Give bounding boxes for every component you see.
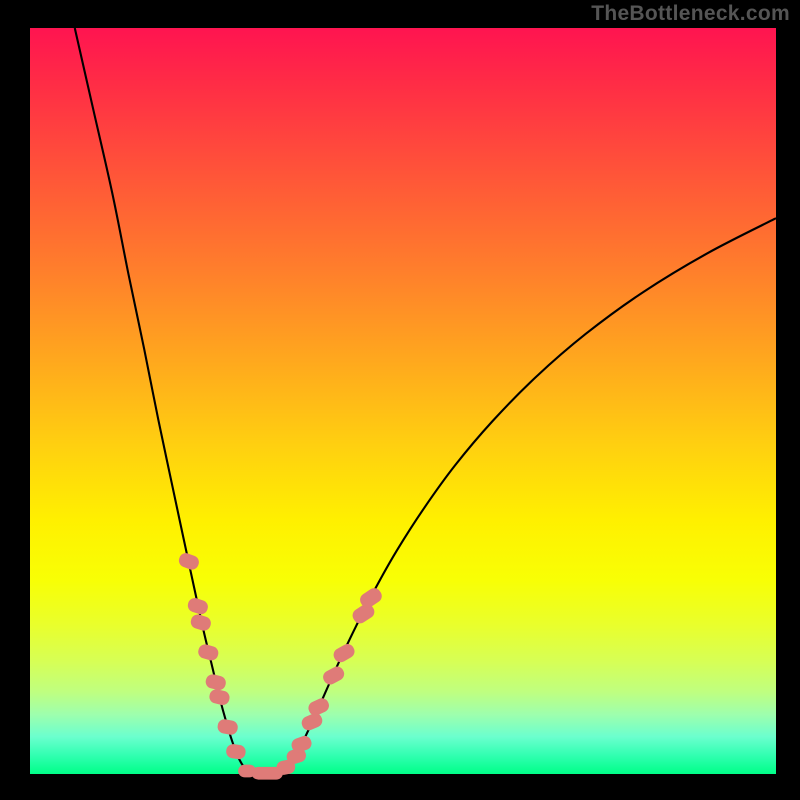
marker-group-bottom [238,765,283,780]
data-marker [216,718,238,736]
attribution-text: TheBottleneck.com [591,2,790,26]
data-marker [189,613,212,632]
data-marker [225,743,246,760]
left-curve [75,28,254,773]
data-marker [186,596,210,616]
data-marker [306,696,331,718]
data-marker [204,673,227,692]
marker-group-right [275,586,384,777]
chart-frame: TheBottleneck.com [0,0,800,800]
data-marker [252,767,283,780]
right-curve [280,218,776,773]
plot-area [30,28,776,774]
data-marker [321,664,347,687]
marker-group-left [177,551,246,760]
data-marker [177,551,201,571]
curve-layer [30,28,776,774]
data-marker [208,688,231,706]
data-marker [331,642,357,665]
data-marker [197,643,220,662]
